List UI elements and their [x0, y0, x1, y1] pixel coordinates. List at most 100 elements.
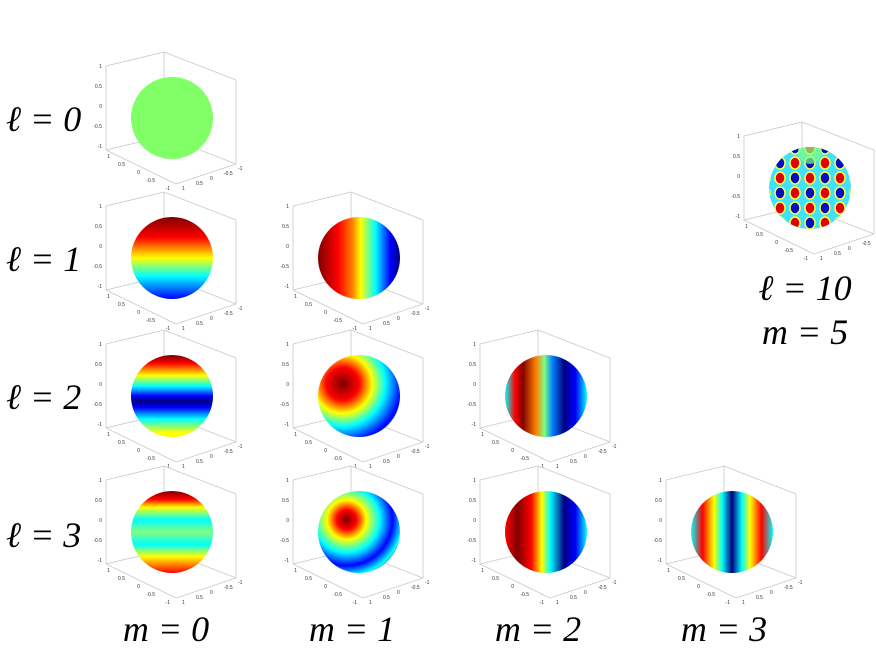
axis-frame — [350, 465, 424, 495]
axis-tick-label: 1 — [99, 478, 102, 484]
axis-frame — [350, 329, 424, 359]
axis-tick-label: 0.5 — [305, 302, 312, 308]
axis-tick-label: 0 — [137, 170, 140, 176]
axis-frame — [105, 427, 177, 463]
axis-tick-label: 0 — [99, 518, 102, 524]
axis-tick-label: 0.5 — [196, 595, 203, 601]
axis-tick-label: -0.5 — [467, 402, 476, 408]
axis-tick-label: 1 — [369, 464, 372, 470]
axis-frame — [362, 303, 424, 325]
axis-frame — [163, 191, 237, 221]
axis-frame — [362, 441, 424, 463]
axis-tick-label: 1 — [742, 600, 745, 606]
axis-tick-label: 1 — [182, 464, 185, 470]
row-label: ℓ = 0 — [6, 99, 81, 139]
axis-tick-label: 0 — [324, 310, 327, 316]
axis-tick-label: 0.5 — [570, 595, 577, 601]
axis-tick-label: 0.5 — [118, 302, 125, 308]
inset-label: ℓ = 10 — [758, 268, 851, 308]
axis-tick-label: -1 — [658, 558, 663, 564]
axis-tick-label: 0.5 — [469, 498, 476, 504]
axis-tick-label: -0.5 — [784, 585, 793, 591]
axis-tick-label: -0.5 — [520, 456, 529, 462]
axis-tick-label: 0.5 — [383, 595, 390, 601]
sphere — [505, 355, 587, 437]
axis-tick-label: -1 — [353, 326, 358, 332]
axis-tick-label: 0 — [324, 584, 327, 590]
axis-frame — [479, 427, 551, 463]
axis-tick-label: 1 — [107, 294, 110, 300]
axis-frame — [175, 303, 237, 325]
axis-tick-label: 1 — [99, 204, 102, 210]
axis-tick-label: -1 — [425, 580, 430, 586]
axis-tick-label: 0.5 — [492, 576, 499, 582]
axis-tick-label: -1 — [726, 600, 731, 606]
axis-tick-label: -0.5 — [411, 449, 420, 455]
axis-tick-label: -1 — [472, 422, 477, 428]
axis-frame — [163, 329, 237, 359]
axis-frame — [163, 465, 237, 495]
axis-tick-label: 1 — [107, 154, 110, 160]
axis-tick-label: -0.5 — [333, 592, 342, 598]
axis-tick-label: 1 — [286, 478, 289, 484]
axis-frame — [292, 563, 364, 599]
axis-tick-label: 1 — [107, 432, 110, 438]
sphere — [131, 77, 213, 159]
axis-tick-label: -1 — [736, 214, 741, 220]
axis-tick-label: 0.5 — [678, 576, 685, 582]
axis-tick-label: 1 — [294, 568, 297, 574]
sphere — [131, 491, 213, 573]
axis-tick-label: 0.5 — [118, 440, 125, 446]
axis-tick-label: -1 — [98, 422, 103, 428]
axis-tick-label: 0.5 — [383, 459, 390, 465]
axis-tick-label: 1 — [182, 326, 185, 332]
axis-tick-label: -1 — [353, 600, 358, 606]
axis-tick-label: 1 — [737, 134, 740, 140]
axis-tick-label: 0.5 — [305, 440, 312, 446]
axis-tick-label: 0 — [473, 518, 476, 524]
axis-tick-label: 1 — [667, 568, 670, 574]
axis-tick-label: -1 — [798, 580, 803, 586]
axis-frame — [479, 329, 539, 345]
axis-tick-label: -0.5 — [93, 264, 102, 270]
column-label: m = 1 — [309, 609, 395, 649]
axis-tick-label: 0 — [473, 382, 476, 388]
axis-tick-label: 0 — [137, 310, 140, 316]
row-label: ℓ = 2 — [6, 377, 81, 417]
axis-tick-label: -0.5 — [520, 592, 529, 598]
axis-frame — [549, 441, 611, 463]
axis-frame — [479, 465, 539, 481]
axis-tick-label: 0.5 — [756, 232, 763, 238]
axis-tick-label: -0.5 — [784, 248, 793, 254]
axis-frame — [105, 289, 177, 325]
axis-tick-label: -0.5 — [93, 538, 102, 544]
axis-tick-label: -1 — [238, 166, 243, 172]
axis-tick-label: -0.5 — [731, 194, 740, 200]
axis-tick-label: 0.5 — [655, 498, 662, 504]
axis-tick-label: 1 — [107, 568, 110, 574]
axis-tick-label: 1 — [473, 342, 476, 348]
axis-frame — [105, 329, 165, 345]
axis-tick-label: 1 — [294, 432, 297, 438]
axis-tick-label: -1 — [238, 444, 243, 450]
sphere — [318, 355, 400, 437]
axis-tick-label: -0.5 — [706, 592, 715, 598]
axis-frame — [743, 219, 815, 255]
axis-frame — [665, 563, 737, 599]
axis-tick-label: 1 — [745, 224, 748, 230]
axis-frame — [175, 441, 237, 463]
axis-frame — [549, 577, 611, 599]
sphere — [505, 491, 587, 573]
axis-tick-label: -1 — [166, 186, 171, 192]
axis-tick-label: 1 — [481, 432, 484, 438]
axis-tick-label: 0 — [137, 584, 140, 590]
sphere — [131, 355, 213, 437]
axis-tick-label: 0.5 — [570, 459, 577, 465]
axis-tick-label: -0.5 — [653, 538, 662, 544]
axis-tick-label: 0 — [210, 176, 213, 182]
axis-frame — [292, 289, 364, 325]
column-label: m = 0 — [123, 609, 209, 649]
axis-tick-label: 1 — [473, 478, 476, 484]
axis-frame — [537, 329, 611, 359]
axis-tick-label: 1 — [99, 342, 102, 348]
